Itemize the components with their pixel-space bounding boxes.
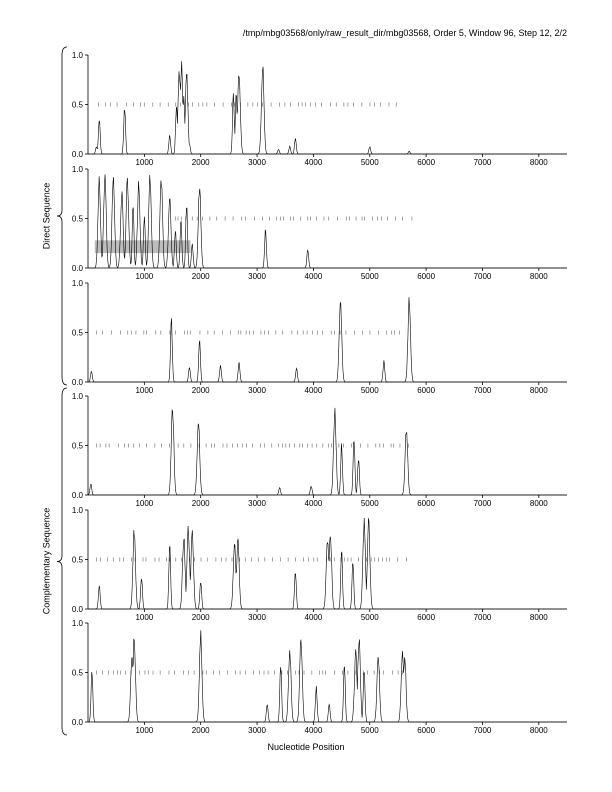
x-tick-label: 2000 bbox=[192, 613, 210, 622]
x-tick-label: 6000 bbox=[417, 272, 435, 281]
panel-1: 0.0 0.5 1.0 1000 2000 3000 4000 5000 6000 7000 800… bbox=[72, 51, 567, 167]
x-tick-label: 6000 bbox=[417, 613, 435, 622]
x-tick-label: 8000 bbox=[530, 613, 548, 622]
panel-2: 0.0 0.5 1.0 1000 2000 3000 4000 5000 6000 7000 800… bbox=[72, 165, 567, 281]
y-tick-label: 1.0 bbox=[72, 165, 84, 174]
x-tick-label: 5000 bbox=[361, 499, 379, 508]
page-title: /tmp/mbg03568/only/raw_result_dir/mbg035… bbox=[242, 28, 567, 38]
x-tick-label: 3000 bbox=[248, 158, 266, 167]
y-tick-label: 1.0 bbox=[72, 392, 84, 401]
x-tick-label: 1000 bbox=[135, 386, 153, 395]
direct-sequence-label: Direct Sequence bbox=[40, 182, 51, 250]
x-tick-label: 3000 bbox=[248, 386, 266, 395]
panel-4: 0.0 0.5 1.0 1000 2000 3000 4000 5000 6000 7000 800… bbox=[72, 392, 567, 508]
x-tick-label: 4000 bbox=[305, 613, 323, 622]
x-tick-label: 6000 bbox=[417, 726, 435, 735]
y-tick-label: 0.5 bbox=[72, 669, 84, 678]
x-tick-label: 7000 bbox=[474, 158, 492, 167]
direct-sequence-brace bbox=[56, 46, 68, 386]
y-tick-label: 1.0 bbox=[72, 506, 84, 515]
x-tick-label: 4000 bbox=[305, 499, 323, 508]
x-tick-label: 3000 bbox=[248, 613, 266, 622]
y-tick-label: 0.0 bbox=[72, 378, 84, 387]
x-tick-label: 8000 bbox=[530, 386, 548, 395]
x-tick-label: 7000 bbox=[474, 272, 492, 281]
y-tick-label: 0.0 bbox=[72, 605, 84, 614]
x-tick-label: 4000 bbox=[305, 158, 323, 167]
x-tick-label: 5000 bbox=[361, 613, 379, 622]
y-tick-label: 0.5 bbox=[72, 442, 84, 451]
y-tick-label: 0.5 bbox=[72, 556, 84, 565]
y-tick-label: 1.0 bbox=[72, 619, 84, 628]
series-line bbox=[87, 630, 567, 723]
y-tick-label: 0.5 bbox=[72, 329, 84, 338]
x-tick-label: 5000 bbox=[361, 158, 379, 167]
series-line bbox=[88, 174, 567, 269]
complementary-sequence-label: Complementary Sequence bbox=[40, 507, 51, 615]
x-tick-label: 2000 bbox=[192, 272, 210, 281]
series-line bbox=[88, 61, 567, 155]
y-tick-label: 1.0 bbox=[72, 279, 84, 288]
x-tick-label: 4000 bbox=[305, 726, 323, 735]
y-tick-label: 0.0 bbox=[72, 264, 84, 273]
panel-3: 0.0 0.5 1.0 1000 2000 3000 4000 5000 6000 7000 800… bbox=[72, 279, 567, 395]
x-tick-label: 5000 bbox=[361, 272, 379, 281]
x-tick-label: 3000 bbox=[248, 272, 266, 281]
shaded-region bbox=[94, 240, 191, 254]
y-tick-label: 0.5 bbox=[72, 101, 84, 110]
x-tick-label: 4000 bbox=[305, 386, 323, 395]
y-tick-label: 0.5 bbox=[72, 215, 84, 224]
x-tick-label: 5000 bbox=[361, 386, 379, 395]
x-tick-label: 1000 bbox=[135, 726, 153, 735]
panel-6: 0.0 0.5 1.0 1000 2000 3000 4000 5000 6000 7000 800… bbox=[72, 619, 567, 735]
x-tick-label: 6000 bbox=[417, 158, 435, 167]
y-tick-label: 1.0 bbox=[72, 51, 84, 60]
series-line bbox=[88, 518, 567, 610]
x-tick-label: 6000 bbox=[417, 386, 435, 395]
y-tick-label: 0.0 bbox=[72, 150, 84, 159]
series-line bbox=[87, 407, 567, 496]
x-tick-label: 1000 bbox=[135, 499, 153, 508]
y-tick-label: 0.0 bbox=[72, 718, 84, 727]
x-tick-label: 7000 bbox=[474, 613, 492, 622]
x-tick-label: 7000 bbox=[474, 499, 492, 508]
x-tick-label: 3000 bbox=[248, 499, 266, 508]
x-tick-label: 8000 bbox=[530, 158, 548, 167]
x-tick-label: 7000 bbox=[474, 386, 492, 395]
series-line bbox=[87, 297, 567, 383]
x-tick-label: 2000 bbox=[192, 386, 210, 395]
x-tick-label: 2000 bbox=[192, 726, 210, 735]
x-tick-label: 1000 bbox=[135, 158, 153, 167]
x-tick-label: 2000 bbox=[192, 158, 210, 167]
x-tick-label: 8000 bbox=[530, 499, 548, 508]
x-tick-label: 6000 bbox=[417, 499, 435, 508]
panel-5: 0.0 0.5 1.0 1000 2000 3000 4000 5000 6000 7000 800… bbox=[72, 506, 567, 622]
x-tick-label: 8000 bbox=[530, 726, 548, 735]
complementary-sequence-brace bbox=[56, 387, 68, 736]
x-tick-label: 1000 bbox=[135, 613, 153, 622]
x-tick-label: 1000 bbox=[135, 272, 153, 281]
x-tick-label: 7000 bbox=[474, 726, 492, 735]
x-tick-label: 3000 bbox=[248, 726, 266, 735]
x-tick-label: 8000 bbox=[530, 272, 548, 281]
x-tick-label: 4000 bbox=[305, 272, 323, 281]
x-tick-label: 2000 bbox=[192, 499, 210, 508]
x-tick-label: 5000 bbox=[361, 726, 379, 735]
x-axis-label: Nucleotide Position bbox=[267, 742, 345, 752]
y-tick-label: 0.0 bbox=[72, 491, 84, 500]
